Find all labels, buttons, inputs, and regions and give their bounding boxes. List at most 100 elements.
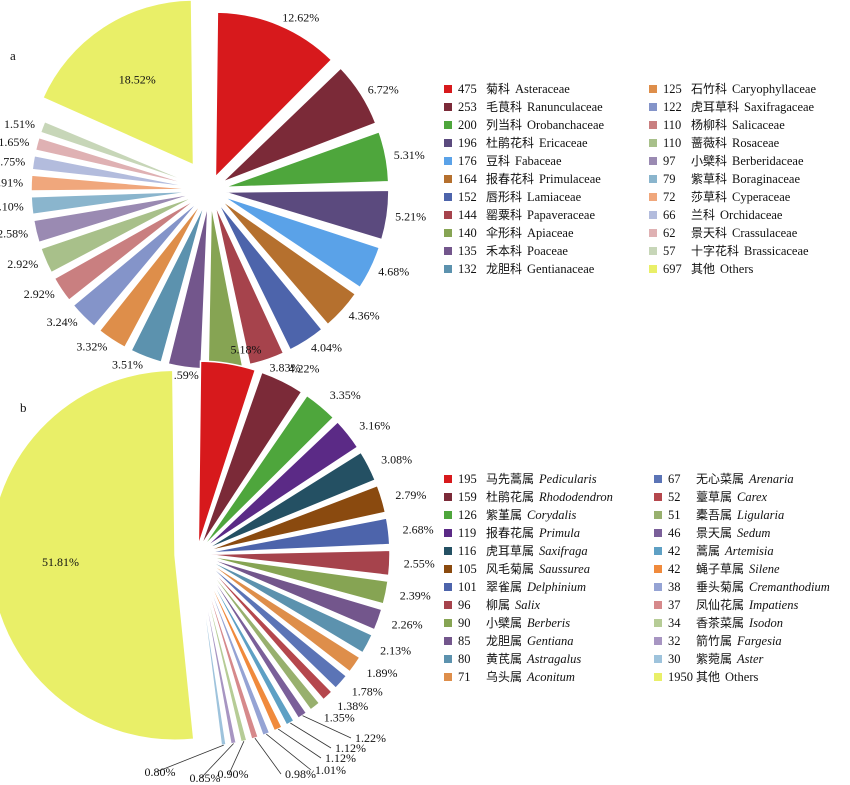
slice-saxifraga: [203, 451, 377, 552]
legend-swatch: [654, 655, 662, 663]
data-label-fargesia: 0.85%: [190, 771, 221, 785]
legend-latin-name: Artemisia: [725, 544, 774, 558]
slice-rhododendron: [199, 371, 303, 548]
legend-latin-name: Carex: [737, 490, 768, 504]
legend-item: 90 小檗属 Berberis: [444, 614, 570, 632]
slice-delphinium: [204, 517, 391, 554]
panel-label-a: a: [10, 48, 16, 63]
legend-count: 90: [458, 616, 471, 630]
legend-item: 38 垂头菊属 Cremanthodium: [654, 578, 830, 596]
legend-item: 34 香茶菜属 Isodon: [654, 614, 783, 632]
legend-item: 159 杜鹃花属 Rhododendron: [444, 488, 613, 506]
data-label-berberis: 2.39%: [400, 588, 431, 602]
legend-latin-name: Saxifragaceae: [744, 100, 815, 114]
legend-item: 85 龙胆属 Gentiana: [444, 632, 574, 650]
legend-latin-name: Delphinium: [527, 580, 587, 594]
legend-count: 37: [668, 598, 681, 612]
legend-chinese-name: 禾本科: [486, 244, 523, 258]
legend-swatch: [444, 85, 452, 93]
slice-rosaceae: [39, 194, 198, 274]
legend-chinese-name: 橐吾属: [696, 508, 733, 522]
legend-count: 116: [458, 544, 477, 558]
legend-count: 122: [663, 100, 682, 114]
legend-chinese-name: 小檗属: [486, 616, 523, 630]
legend-chinese-name: 其他: [691, 262, 716, 276]
data-label-primula: 3.16%: [359, 418, 390, 432]
data-label-cremanthodium: 1.01%: [315, 763, 346, 777]
legend-item: 144 罂粟科 Papaveraceae: [444, 206, 595, 224]
legend-swatch: [444, 265, 452, 273]
slice-sedum: [200, 560, 308, 720]
legend-item: 196 杜鹃花科 Ericaceae: [444, 134, 588, 152]
legend-item: 71 乌头属 Aconitum: [444, 668, 575, 686]
legend-count: 697: [663, 262, 682, 276]
legend-swatch: [654, 601, 662, 609]
legend-item: 51 橐吾属 Ligularia: [654, 506, 784, 524]
legend-swatch: [444, 529, 452, 537]
slice-corydalis: [201, 394, 335, 549]
legend-item: 101 翠雀属 Delphinium: [444, 578, 586, 596]
legend-chinese-name: 景天科: [691, 226, 728, 240]
data-label-saussurea: 2.79%: [395, 488, 426, 502]
slice-arenaria: [202, 558, 348, 690]
legend-chinese-name: 黄芪属: [486, 652, 523, 666]
legend-item: 122 虎耳草科 Saxifragaceae: [649, 98, 814, 116]
legend-chinese-name: 小檗科: [691, 154, 728, 168]
legend-chinese-name: 唇形科: [486, 190, 523, 204]
legend-item: 132 龙胆科 Gentianaceae: [444, 260, 594, 278]
legend-latin-name: Ranunculaceae: [527, 100, 603, 114]
slice-lamiaceae: [216, 201, 324, 351]
legend-chinese-name: 紫堇属: [486, 508, 523, 522]
leader-line-impatiens: [254, 737, 282, 775]
legend-chinese-name: 乌头属: [486, 670, 523, 684]
legend-item: 32 箭竹属 Fargesia: [654, 632, 782, 650]
legend-count: 51: [668, 508, 681, 522]
legend-latin-name: Salicaceae: [732, 118, 785, 132]
legend-latin-name: Poaceae: [527, 244, 568, 258]
legend-swatch: [444, 475, 452, 483]
legend-latin-name: Rosaceae: [732, 136, 780, 150]
legend-item: 66 兰科 Orchidaceae: [649, 206, 782, 224]
legend-count: 80: [458, 652, 471, 666]
data-label-rosaceae: 2.92%: [7, 257, 38, 271]
legend-latin-name: Boraginaceae: [732, 172, 801, 186]
legend-count: 119: [458, 526, 477, 540]
legend-swatch: [654, 619, 662, 627]
legend-count: 196: [458, 136, 477, 150]
legend-chinese-name: 杜鹃花科: [486, 136, 535, 150]
data-label-salicaceae: 2.92%: [24, 287, 55, 301]
slice-asteraceae: [214, 11, 333, 179]
slice-crassulaceae: [34, 136, 197, 188]
data-label-aster: 0.80%: [145, 765, 176, 779]
legend-item: 105 风毛菊属 Saussurea: [444, 560, 590, 578]
legend-latin-name: Astragalus: [527, 652, 582, 666]
legend-count: 144: [458, 208, 477, 222]
pie-chart-b: 5.18% 4.22% 3.35% 3.16% 3.08% 2.79% 2.68% 2.55%…: [0, 343, 435, 785]
legend-item: 110 蔷薇科 Rosaceae: [649, 134, 779, 152]
legend-count: 71: [458, 670, 471, 684]
legend-latin-name: Primula: [539, 526, 580, 540]
legend-swatch: [444, 565, 452, 573]
legend-count: 34: [668, 616, 681, 630]
slice-gentiana: [204, 556, 383, 631]
slice-gentianaceae: [130, 202, 206, 364]
legend-count: 85: [458, 634, 471, 648]
legend-swatch: [649, 121, 657, 129]
legend-swatch: [444, 547, 452, 555]
legend-count: 72: [663, 190, 676, 204]
data-label-crassulaceae: 1.65%: [0, 135, 29, 149]
legend-chinese-name: 杜鹃花属: [486, 490, 535, 504]
data-label-impatiens: 0.98%: [285, 767, 316, 781]
legend-item: 46 景天属 Sedum: [654, 524, 770, 542]
legend-item: 110 杨柳科 Salicaceae: [649, 116, 785, 134]
legend-count: 30: [668, 652, 681, 666]
legend-count: 52: [668, 490, 681, 504]
legend-swatch: [444, 121, 452, 129]
legend-swatch: [444, 619, 452, 627]
legend-swatch: [444, 193, 452, 201]
legend-swatch: [444, 139, 452, 147]
legend-latin-name: Lamiaceae: [527, 190, 582, 204]
legend-item: 126 紫堇属 Corydalis: [444, 506, 576, 524]
legend-count: 132: [458, 262, 477, 276]
slice-ericaceae: [223, 189, 390, 241]
